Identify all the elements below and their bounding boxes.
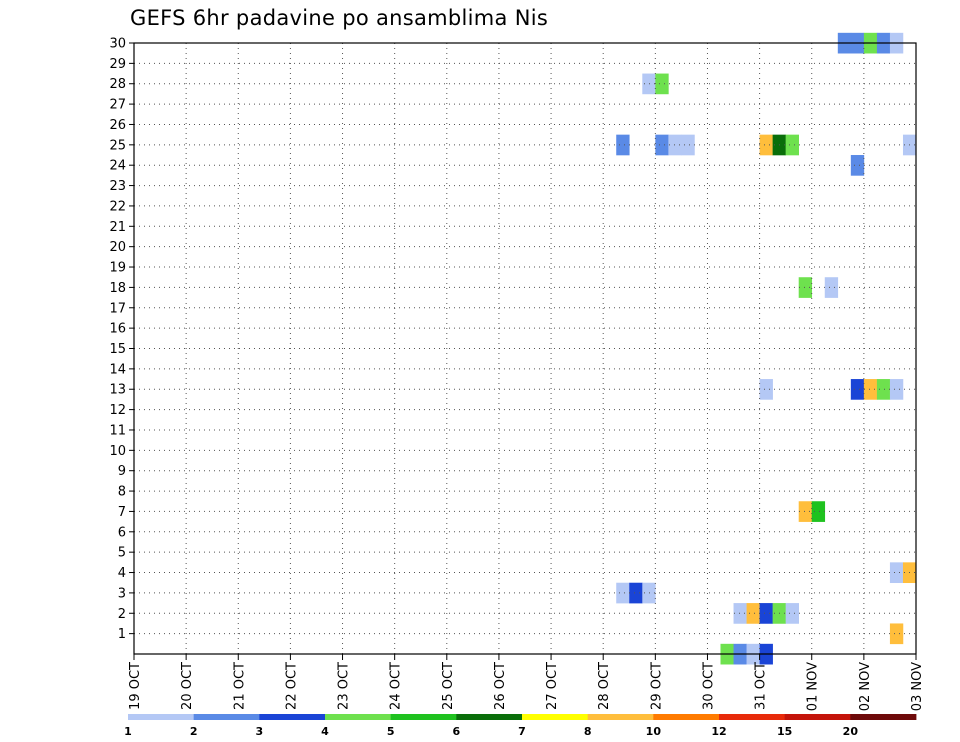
data-cell <box>811 501 826 522</box>
data-cell <box>850 379 865 400</box>
legend-label: 15 <box>777 725 792 738</box>
x-tick-label: 29 OCT <box>649 662 664 710</box>
data-cell <box>889 623 904 645</box>
y-tick-label: 1 <box>118 627 126 642</box>
data-cell <box>681 134 695 156</box>
data-cell <box>850 155 865 176</box>
x-tick-label: 31 OCT <box>754 662 769 710</box>
legend-swatch <box>522 714 589 720</box>
y-tick-label: 22 <box>109 199 126 214</box>
y-tick-label: 3 <box>118 586 126 601</box>
legend-label: 3 <box>256 725 264 738</box>
legend-swatch <box>325 714 392 720</box>
data-cell <box>642 73 656 95</box>
y-tick-label: 14 <box>109 362 126 377</box>
data-cell <box>616 582 630 604</box>
y-tick-label: 30 <box>109 37 126 52</box>
data-cell <box>798 501 813 522</box>
legend-swatch <box>390 714 457 720</box>
data-cell <box>733 603 747 624</box>
x-tick-label: 21 OCT <box>232 662 247 710</box>
x-tick-label: 30 OCT <box>701 662 716 710</box>
legend-swatch <box>193 714 260 720</box>
x-tick-label: 20 OCT <box>180 662 195 710</box>
data-cell <box>759 603 773 624</box>
y-tick-label: 17 <box>109 301 126 316</box>
y-tick-label: 25 <box>109 138 126 153</box>
x-tick-label: 19 OCT <box>128 662 143 710</box>
legend-swatch <box>850 714 917 720</box>
data-cell <box>798 277 813 298</box>
x-tick-label: 26 OCT <box>493 662 508 710</box>
x-tick-label: 24 OCT <box>389 662 404 710</box>
x-tick-label: 03 NOV <box>910 662 925 711</box>
x-tick-label: 25 OCT <box>441 662 456 710</box>
legend-label: 12 <box>711 725 726 738</box>
legend-swatch <box>128 714 195 720</box>
legend-swatch <box>784 714 851 720</box>
y-tick-label: 26 <box>109 118 126 133</box>
data-cell <box>785 134 799 156</box>
legend-label: 7 <box>518 725 526 738</box>
data-cell <box>889 562 904 584</box>
y-tick-label: 15 <box>109 342 126 357</box>
y-tick-label: 10 <box>109 444 126 459</box>
data-cell <box>759 379 773 400</box>
data-cell <box>668 134 682 156</box>
y-tick-label: 6 <box>118 525 126 540</box>
data-cell <box>616 134 630 156</box>
y-tick-label: 12 <box>109 403 126 418</box>
x-tick-label: 28 OCT <box>597 662 612 710</box>
data-cell <box>642 582 656 604</box>
y-tick-label: 8 <box>118 485 126 500</box>
legend-swatch <box>259 714 326 720</box>
data-cell <box>785 603 799 624</box>
y-tick-label: 16 <box>109 322 126 337</box>
y-tick-label: 29 <box>109 57 126 72</box>
y-tick-label: 20 <box>109 240 126 255</box>
y-tick-label: 13 <box>109 383 126 398</box>
x-tick-label: 01 NOV <box>806 662 821 711</box>
x-tick-label: 02 NOV <box>858 662 873 711</box>
data-cell <box>759 134 773 156</box>
y-tick-label: 28 <box>109 77 126 92</box>
data-cell <box>629 582 643 604</box>
legend-swatch <box>456 714 523 720</box>
legend-label: 6 <box>453 725 461 738</box>
y-tick-label: 2 <box>118 607 126 622</box>
data-cell <box>824 277 839 298</box>
legend-swatch <box>719 714 786 720</box>
legend-label: 8 <box>584 725 592 738</box>
y-tick-label: 11 <box>109 423 126 438</box>
x-tick-label: 23 OCT <box>337 662 352 710</box>
y-tick-label: 19 <box>109 261 126 276</box>
data-cell <box>863 379 878 400</box>
chart-title: GEFS 6hr padavine po ansamblima Nis <box>130 6 549 30</box>
y-tick-label: 27 <box>109 98 126 113</box>
data-cell <box>889 379 904 400</box>
data-cell <box>876 379 891 400</box>
legend-label: 1 <box>124 725 132 738</box>
legend-label: 2 <box>190 725 198 738</box>
data-cell <box>746 603 760 624</box>
legend-swatch <box>653 714 720 720</box>
legend-swatch <box>587 714 654 720</box>
y-tick-label: 23 <box>109 179 126 194</box>
y-tick-label: 7 <box>118 505 126 520</box>
y-tick-label: 5 <box>118 546 126 561</box>
y-tick-label: 9 <box>118 464 126 479</box>
legend-label: 4 <box>321 725 329 738</box>
x-tick-label: 22 OCT <box>284 662 299 710</box>
legend-label: 5 <box>387 725 395 738</box>
data-cell <box>655 134 669 156</box>
y-tick-label: 24 <box>109 159 126 174</box>
legend-label: 10 <box>646 725 662 738</box>
data-cell <box>655 73 669 95</box>
y-tick-label: 4 <box>118 566 126 581</box>
x-tick-label: 27 OCT <box>545 662 560 710</box>
y-tick-label: 18 <box>109 281 126 296</box>
y-tick-label: 21 <box>109 220 126 235</box>
legend-label: 20 <box>843 725 859 738</box>
